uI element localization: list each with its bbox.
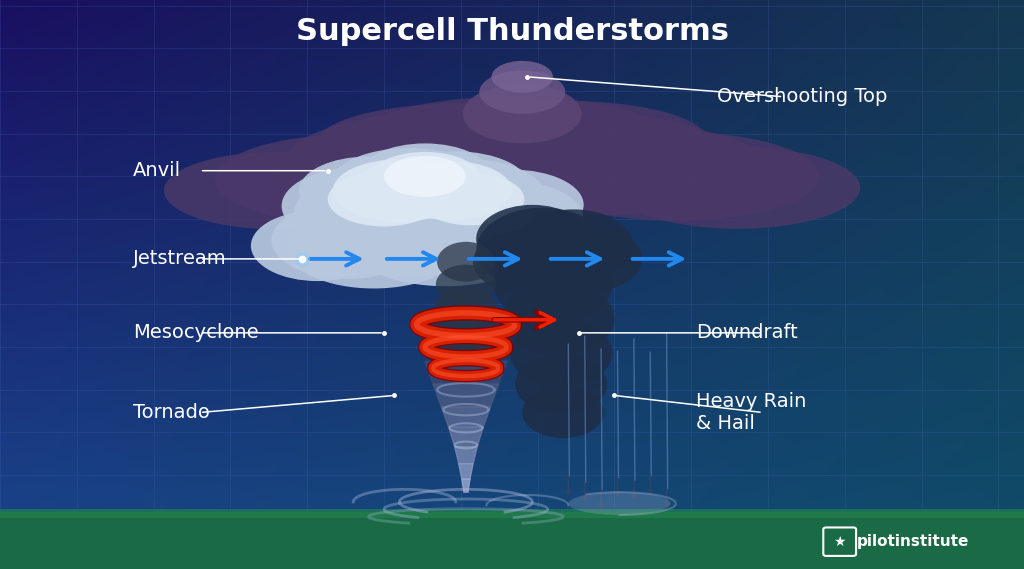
Ellipse shape [532, 132, 819, 221]
Ellipse shape [502, 282, 614, 356]
Ellipse shape [328, 172, 440, 226]
Ellipse shape [432, 333, 500, 373]
Text: Downdraft: Downdraft [696, 323, 798, 343]
Ellipse shape [492, 61, 553, 93]
Bar [0, 512, 1024, 569]
Ellipse shape [440, 121, 768, 215]
Text: pilotinstitute: pilotinstitute [857, 534, 970, 549]
Bar [0, 509, 1024, 518]
Ellipse shape [494, 246, 612, 323]
Ellipse shape [312, 191, 497, 276]
Ellipse shape [428, 196, 575, 270]
Ellipse shape [436, 265, 496, 304]
Ellipse shape [376, 183, 556, 272]
Text: Supercell Thunderstorms: Supercell Thunderstorms [296, 17, 728, 46]
Text: ★: ★ [834, 535, 846, 549]
Ellipse shape [333, 159, 466, 222]
Ellipse shape [476, 208, 609, 293]
Ellipse shape [287, 207, 461, 288]
Polygon shape [455, 447, 477, 464]
Polygon shape [459, 464, 473, 479]
Ellipse shape [514, 209, 633, 280]
Ellipse shape [271, 201, 425, 279]
Ellipse shape [251, 211, 384, 281]
Text: Anvil: Anvil [133, 161, 181, 180]
Polygon shape [425, 361, 507, 384]
Ellipse shape [568, 492, 671, 515]
Text: Jetstream: Jetstream [133, 249, 226, 269]
Ellipse shape [276, 122, 584, 219]
Ellipse shape [434, 287, 498, 327]
Text: Overshooting Top: Overshooting Top [717, 87, 887, 106]
Ellipse shape [348, 160, 532, 251]
Ellipse shape [358, 159, 461, 211]
Ellipse shape [522, 387, 604, 438]
Ellipse shape [287, 105, 737, 213]
Ellipse shape [510, 319, 612, 387]
Ellipse shape [463, 84, 582, 143]
Ellipse shape [330, 148, 489, 222]
Polygon shape [441, 407, 490, 427]
Ellipse shape [473, 230, 571, 293]
Ellipse shape [294, 171, 474, 256]
Ellipse shape [215, 135, 481, 224]
Ellipse shape [317, 104, 604, 181]
Ellipse shape [348, 197, 543, 286]
Ellipse shape [418, 173, 524, 225]
Ellipse shape [164, 152, 389, 229]
Ellipse shape [420, 101, 707, 178]
Ellipse shape [536, 226, 642, 292]
Ellipse shape [433, 310, 499, 350]
Polygon shape [433, 384, 499, 407]
Ellipse shape [384, 156, 466, 197]
Ellipse shape [282, 167, 435, 245]
Ellipse shape [614, 147, 860, 229]
Text: Tornado: Tornado [133, 403, 210, 422]
Ellipse shape [440, 170, 584, 240]
Polygon shape [449, 427, 483, 447]
Ellipse shape [476, 205, 589, 273]
Ellipse shape [369, 152, 481, 207]
Ellipse shape [515, 354, 607, 414]
Polygon shape [462, 479, 470, 492]
Ellipse shape [358, 97, 666, 176]
Ellipse shape [437, 242, 495, 282]
Ellipse shape [430, 180, 584, 258]
Ellipse shape [374, 158, 548, 240]
Text: Mesocyclone: Mesocyclone [133, 323, 259, 343]
Ellipse shape [479, 71, 565, 114]
Ellipse shape [389, 161, 512, 220]
Ellipse shape [315, 155, 483, 237]
Ellipse shape [358, 143, 492, 209]
Text: Heavy Rain
& Hail: Heavy Rain & Hail [696, 392, 807, 433]
Ellipse shape [299, 156, 438, 225]
Ellipse shape [382, 151, 529, 222]
